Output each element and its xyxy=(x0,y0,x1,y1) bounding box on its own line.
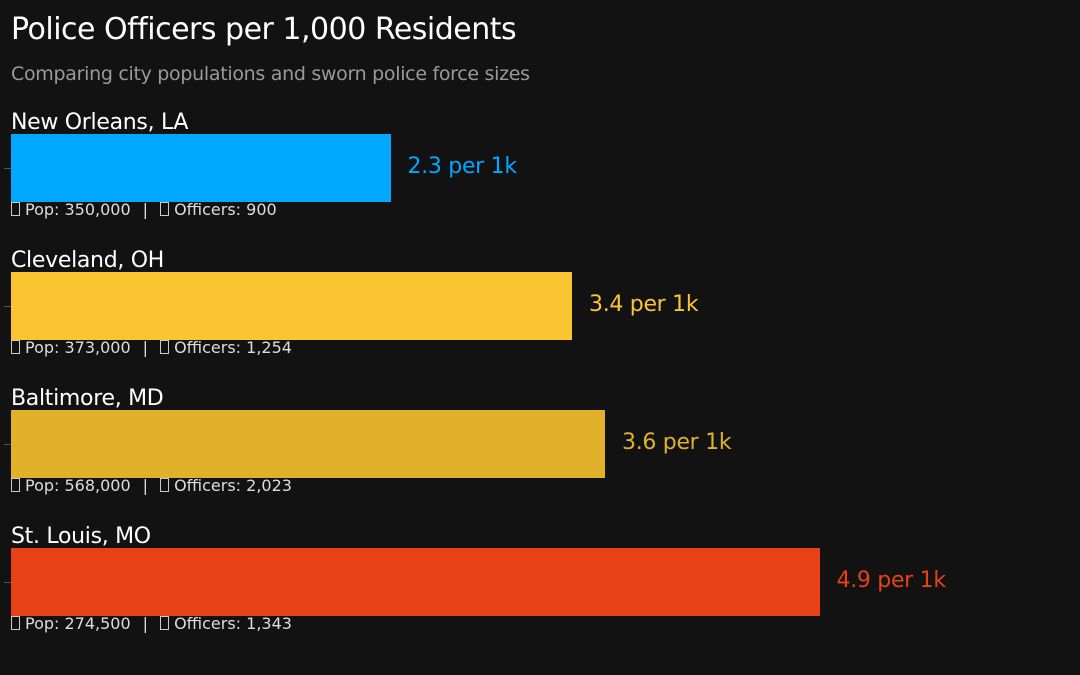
population-text: Pop: 274,500 xyxy=(25,614,131,633)
city-label: St. Louis, MO xyxy=(11,524,151,549)
separator: | xyxy=(142,614,149,633)
value-label: 2.3 per 1k xyxy=(407,154,518,179)
officers-icon xyxy=(160,616,170,630)
bar-row: St. Louis, MO 4.9 per 1k Pop: 274,500 | Of… xyxy=(0,524,1080,662)
chart-title: Police Officers per 1,000 Residents xyxy=(11,12,517,47)
value-label: 4.9 per 1k xyxy=(836,568,947,593)
officers-icon xyxy=(160,340,170,354)
city-label: Baltimore, MD xyxy=(11,386,164,411)
population-text: Pop: 373,000 xyxy=(25,338,131,357)
axis-tick xyxy=(4,582,11,583)
population-icon xyxy=(11,478,20,492)
population-icon xyxy=(11,340,20,354)
officers-icon xyxy=(160,478,170,492)
value-label: 3.4 per 1k xyxy=(589,292,699,317)
officers-text: Officers: 1,254 xyxy=(174,338,292,357)
city-label: Cleveland, OH xyxy=(11,248,165,273)
separator: | xyxy=(142,476,149,495)
officers-text: Officers: 900 xyxy=(174,200,277,219)
bar-row: Cleveland, OH 3.4 per 1k Pop: 373,000 | Of… xyxy=(0,248,1080,386)
value-label: 3.6 per 1k xyxy=(622,430,732,455)
bar-row: New Orleans, LA 2.3 per 1k Pop: 350,000 |… xyxy=(0,110,1080,248)
population-text: Pop: 350,000 xyxy=(25,200,131,219)
bar xyxy=(11,272,572,340)
separator: | xyxy=(142,200,149,219)
stats-line: Pop: 350,000 | Officers: 900 xyxy=(11,200,277,219)
axis-tick xyxy=(4,444,11,445)
bar xyxy=(11,548,820,616)
population-icon xyxy=(11,616,20,630)
axis-tick xyxy=(4,168,11,169)
city-label: New Orleans, LA xyxy=(11,110,189,135)
officers-text: Officers: 1,343 xyxy=(174,614,292,633)
bar-row: Baltimore, MD 3.6 per 1k Pop: 568,000 | Of… xyxy=(0,386,1080,524)
chart-subtitle: Comparing city populations and sworn pol… xyxy=(11,63,530,85)
stats-line: Pop: 373,000 | Officers: 1,254 xyxy=(11,338,292,357)
stats-line: Pop: 274,500 | Officers: 1,343 xyxy=(11,614,292,633)
stats-line: Pop: 568,000 | Officers: 2,023 xyxy=(11,476,292,495)
population-icon xyxy=(11,202,20,216)
bar xyxy=(11,134,391,202)
officers-text: Officers: 2,023 xyxy=(174,476,292,495)
population-text: Pop: 568,000 xyxy=(25,476,131,495)
axis-tick xyxy=(4,306,11,307)
officers-icon xyxy=(160,202,170,216)
separator: | xyxy=(142,338,149,357)
bar xyxy=(11,410,605,478)
